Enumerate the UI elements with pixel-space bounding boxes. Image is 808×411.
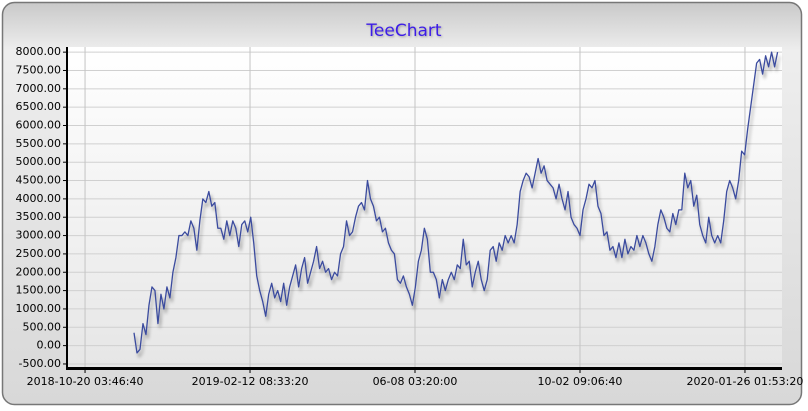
y-tick-label: 500.00 [23,320,62,333]
y-tick-label: 2000.00 [16,265,62,278]
y-tick-label: 3000.00 [16,229,62,242]
x-tick-label: 06-08 03:20:00 [373,375,458,388]
y-tick-label: 5000.00 [16,155,62,168]
y-tick-label: 2500.00 [16,247,62,260]
y-tick-label: 1000.00 [16,302,62,315]
data-line [133,51,779,354]
y-tick-label: 8000.00 [16,45,62,58]
y-tick-label: 7000.00 [16,82,62,95]
chart-title: TeeChart [365,21,441,41]
y-tick-label: 6500.00 [16,100,62,113]
grid [67,47,782,368]
y-tick-label: 4500.00 [16,174,62,187]
y-tick-label: 1500.00 [16,284,62,297]
x-tick-label: 2020-01-26 01:53:20 [687,375,804,388]
y-tick-label: 5500.00 [16,137,62,150]
y-tick-label: -500.00 [19,357,61,370]
x-tick-label: 10-02 09:06:40 [538,375,623,388]
y-tick-label: 6000.00 [16,119,62,132]
marks [133,51,779,354]
y-tick-label: 3500.00 [16,210,62,223]
labels: -500.00 0.00 500.00 1000.00 1500.00 2000.00 25… [16,45,804,388]
x-tick-label: 2019-02-12 08:33:20 [192,375,309,388]
y-tick-label: 7500.00 [16,63,62,76]
plot-area [67,47,782,368]
y-tick-label: 4000.00 [16,192,62,205]
y-tick-label: 0.00 [37,339,62,352]
x-tick-label: 2018-10-20 03:46:40 [27,375,144,388]
